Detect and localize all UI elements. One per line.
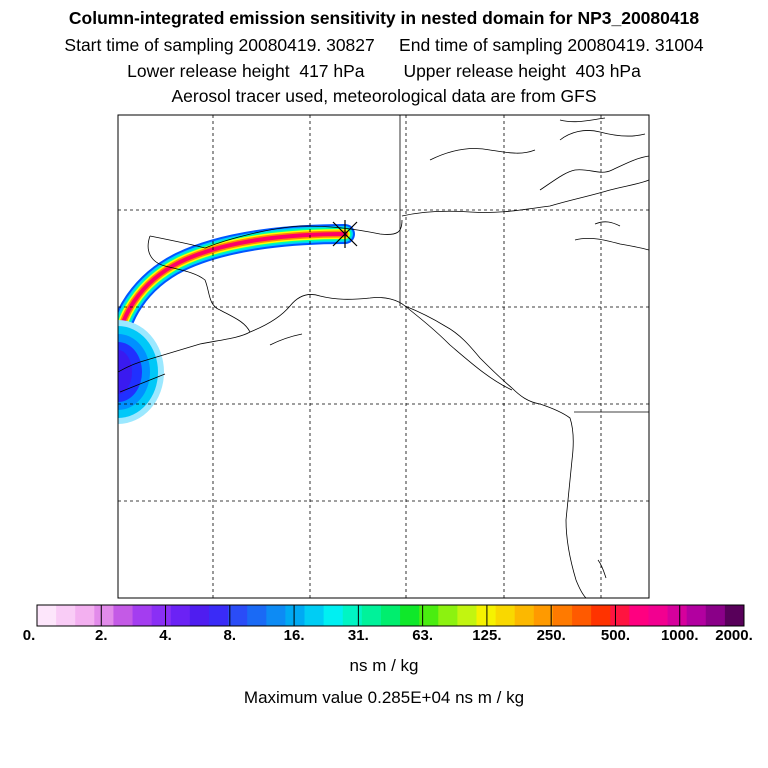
colorbar-segment <box>724 605 745 626</box>
colorbar-segment <box>208 605 229 626</box>
colorbar-segment <box>228 605 248 626</box>
colorbar-tick-label: 500. <box>600 627 631 644</box>
sampling-times: Start time of sampling 20080419. 30827 E… <box>64 35 704 55</box>
colorbar-segment <box>113 605 133 626</box>
colorbar-segment <box>610 605 630 626</box>
colorbar-segment <box>56 605 76 626</box>
colorbar-segment <box>266 605 286 626</box>
colorbar-segment <box>37 605 57 626</box>
colorbar-segment <box>514 605 535 626</box>
colorbar-segment <box>361 605 382 626</box>
colorbar-tick-label: 250. <box>536 627 566 644</box>
colorbar-unit: ns m / kg <box>349 656 419 675</box>
colorbar-segment <box>476 605 496 626</box>
plot-title: Column-integrated emission sensitivity i… <box>68 8 700 28</box>
colorbar-tick-label: 2. <box>95 627 108 644</box>
colorbar-segment <box>686 605 707 626</box>
colorbar-tick-label: 63. <box>412 627 434 644</box>
colorbar-segment <box>170 605 191 626</box>
colorbar-tick-label: 8. <box>223 627 237 644</box>
colorbar <box>37 605 745 626</box>
colorbar-tick-label: 125. <box>472 627 502 644</box>
colorbar-segment <box>323 605 344 626</box>
colorbar-tick-label: 4. <box>159 627 172 644</box>
colorbar-segment <box>552 605 573 626</box>
colorbar-segment <box>75 605 95 626</box>
colorbar-segment <box>132 605 153 626</box>
colorbar-segment <box>705 605 726 626</box>
colorbar-segment <box>304 605 325 626</box>
plume-source-blob <box>118 320 164 424</box>
colorbar-tick-label: 0. <box>22 627 36 644</box>
graticule <box>118 115 649 598</box>
colorbar-tick-label: 16. <box>283 627 305 644</box>
colorbar-segment <box>151 605 172 626</box>
colorbar-segment <box>380 605 401 626</box>
colorbar-segment <box>342 605 363 626</box>
colorbar-segment <box>495 605 516 626</box>
colorbar-segment <box>247 605 267 626</box>
colorbar-segment <box>591 605 611 626</box>
colorbar-segment <box>457 605 477 626</box>
colorbar-segment <box>438 605 458 626</box>
release-heights: Lower release height 417 hPa Upper relea… <box>127 61 641 81</box>
colorbar-segment <box>285 605 305 626</box>
emission-sensitivity-plume <box>118 224 355 360</box>
colorbar-segment <box>533 605 554 626</box>
colorbar-segment <box>94 605 114 626</box>
asterisk-icon <box>332 220 358 248</box>
maximum-value: Maximum value 0.285E+04 ns m / kg <box>243 688 525 707</box>
political-borders <box>399 115 649 413</box>
colorbar-segment <box>189 605 210 626</box>
map-frame <box>117 114 650 599</box>
colorbar-segment <box>419 605 439 626</box>
colorbar-tick-label: 1000. <box>660 627 699 644</box>
colorbar-tick-label: 31. <box>347 627 369 644</box>
tracer-info: Aerosol tracer used, meteorological data… <box>171 86 597 106</box>
colorbar-segment <box>648 605 668 626</box>
colorbar-tick-label: 2000. <box>715 627 753 644</box>
colorbar-segment <box>400 605 420 626</box>
coastlines <box>118 117 649 598</box>
colorbar-segment <box>572 605 592 626</box>
colorbar-frame <box>36 604 745 627</box>
colorbar-segment <box>629 605 649 626</box>
colorbar-segment <box>667 605 688 626</box>
